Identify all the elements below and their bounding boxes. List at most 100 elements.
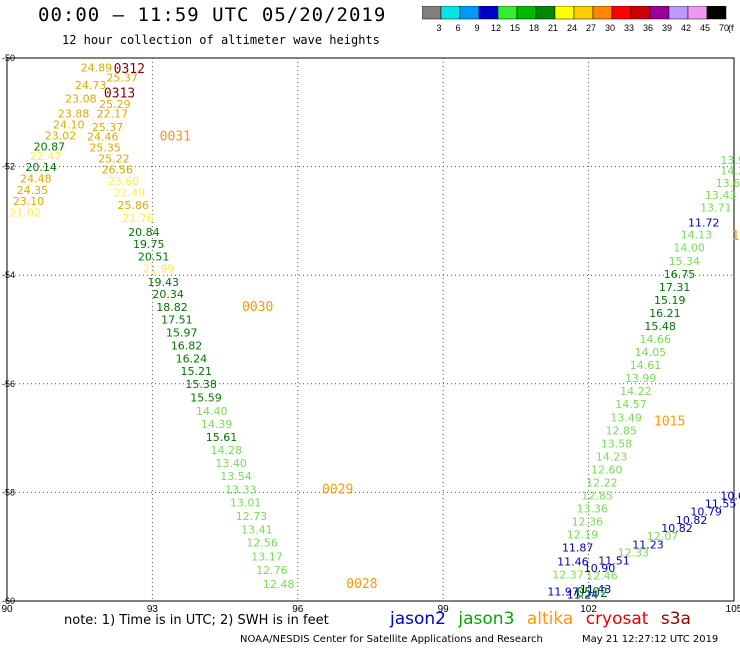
swh-value: 23.08 [65,93,97,106]
swh-value: 25.37 [92,121,124,134]
swh-value: 13.43 [705,189,737,202]
swh-value: 13.17 [251,550,283,563]
swh-value: 13.99 [625,372,657,385]
legend-bin-label: 30 [605,23,615,33]
swh-value: 12.85 [606,424,638,437]
swh-value: 12.33 [618,546,650,559]
swh-value: 13.36 [576,502,608,515]
swh-value: 16.75 [664,268,696,281]
swh-value: 25.37 [106,71,137,84]
swh-value: 16.21 [649,307,681,320]
swh-value: 20.14 [25,161,57,174]
mission-legend: jason2 jason3 altika cryosat s3a [390,609,698,629]
x-tick-label: 93 [147,604,159,615]
x-tick-label: 102 [580,604,597,615]
legend-bin-label: 18 [529,23,539,33]
swh-value: 23.88 [58,108,90,121]
y-tick-label: -52 [2,162,15,172]
swh-value: 20.84 [128,226,160,239]
swh-value: 14.2 [720,165,740,178]
swh-value: 12.56 [246,537,278,550]
legend-bin-label: 3 [436,23,441,33]
units-note: note: 1) Time is in UTC; 2) SWH is in fe… [64,613,329,628]
swh-value: 11.23 [632,538,664,551]
swh-value: 12.19 [567,529,599,542]
pass-time-label: 1015 [654,415,685,430]
swh-value: 11.55 [705,498,737,511]
swh-value: 20.34 [152,288,184,301]
swh-value: 24.35 [17,184,49,197]
swh-value: 12.36 [572,516,604,529]
swh-value: 17.31 [659,281,691,294]
swh-value: 11.72 [688,216,720,229]
swh-value: 11.87 [562,542,594,555]
y-tick-label: -58 [2,487,15,497]
y-tick-label: -54 [2,270,15,280]
swh-value: 12.22 [586,476,618,489]
legend-bin-label: 39 [662,23,672,33]
pass-time-label: 0029 [322,482,353,497]
pass-time-label: 0313 [104,87,135,102]
swh-value: 24.10 [53,119,85,132]
pass-time-label: 0028 [346,577,377,592]
swh-value: 19.43 [148,276,180,289]
swh-value: 11.51 [598,555,630,568]
swh-value: 22.17 [97,108,129,121]
swh-value: 10.90 [584,562,616,575]
y-tick-label: -60 [2,596,15,606]
swh-value: 14.13 [681,228,713,241]
legend-bin-label: 42 [681,23,691,33]
legend-bin-label: 36 [643,23,653,33]
swh-value: 15.19 [654,294,686,307]
swh-value: 13.9 [720,154,740,167]
swh-value: 12.07 [647,530,679,543]
swh-value: 10.6 [720,489,740,502]
swh-value: 15.97 [166,327,198,340]
swh-value: 15.59 [190,392,222,405]
swh-value: 14.00 [673,241,705,254]
pass-time-label: 0031 [160,130,191,145]
x-tick-label: 105 [726,604,740,615]
swh-value: 12.46 [586,569,618,582]
swh-value: 11.43 [580,583,612,596]
swh-value: 10.79 [690,506,722,519]
swh-value: 15.48 [644,320,676,333]
swh-value: 20.87 [34,140,65,153]
swh-value: 15.61 [206,431,238,444]
swh-value: 21.99 [143,262,175,275]
swh-value: 14.05 [635,346,667,359]
swh-value: 14.57 [615,398,647,411]
swh-value: 10.82 [661,522,693,535]
swh-value: 14.28 [211,444,243,457]
swh-value: 13.33 [225,483,257,496]
swh-value: 22.49 [114,186,146,199]
map-frame [6,57,735,602]
swh-value: 15.38 [185,378,217,391]
legend-bin-label: 24 [567,23,577,33]
mission-cryosat: cryosat [585,609,649,629]
swh-value: 13.58 [601,437,633,450]
swh-value: 25.29 [99,98,131,111]
swh-value: 14.40 [196,405,228,418]
swh-value: 15.21 [181,365,213,378]
swh-value: 13.01 [230,497,261,510]
swh-value: 12.76 [256,564,288,577]
legend-bin-label: 6 [455,23,460,33]
x-tick-label: 96 [292,604,304,615]
pass-time-label: 0312 [114,62,145,77]
swh-value: 26.56 [102,164,134,177]
swh-value: 11.46 [557,556,589,569]
tick-labels: 90 93 96 99 102 105 -50 -52 -54 -56 -58 -60 [1,53,740,615]
pass-time-label: 1 [732,229,740,244]
swh-value: 24.73 [75,79,107,92]
pass-time-label: 0502 [576,586,607,601]
swh-value: 13.41 [241,524,273,537]
swh-value: 13.49 [610,411,642,424]
legend-bin-label: 27 [586,23,596,33]
swh-value: 14.39 [201,418,233,431]
swh-value: 24.89 [81,62,113,75]
swh-value: 13.40 [215,457,247,470]
time-labels: 0312 0313 0031 0030 0029 0028 1015 0502 1 [104,62,739,601]
swh-value: 15.34 [669,255,701,268]
